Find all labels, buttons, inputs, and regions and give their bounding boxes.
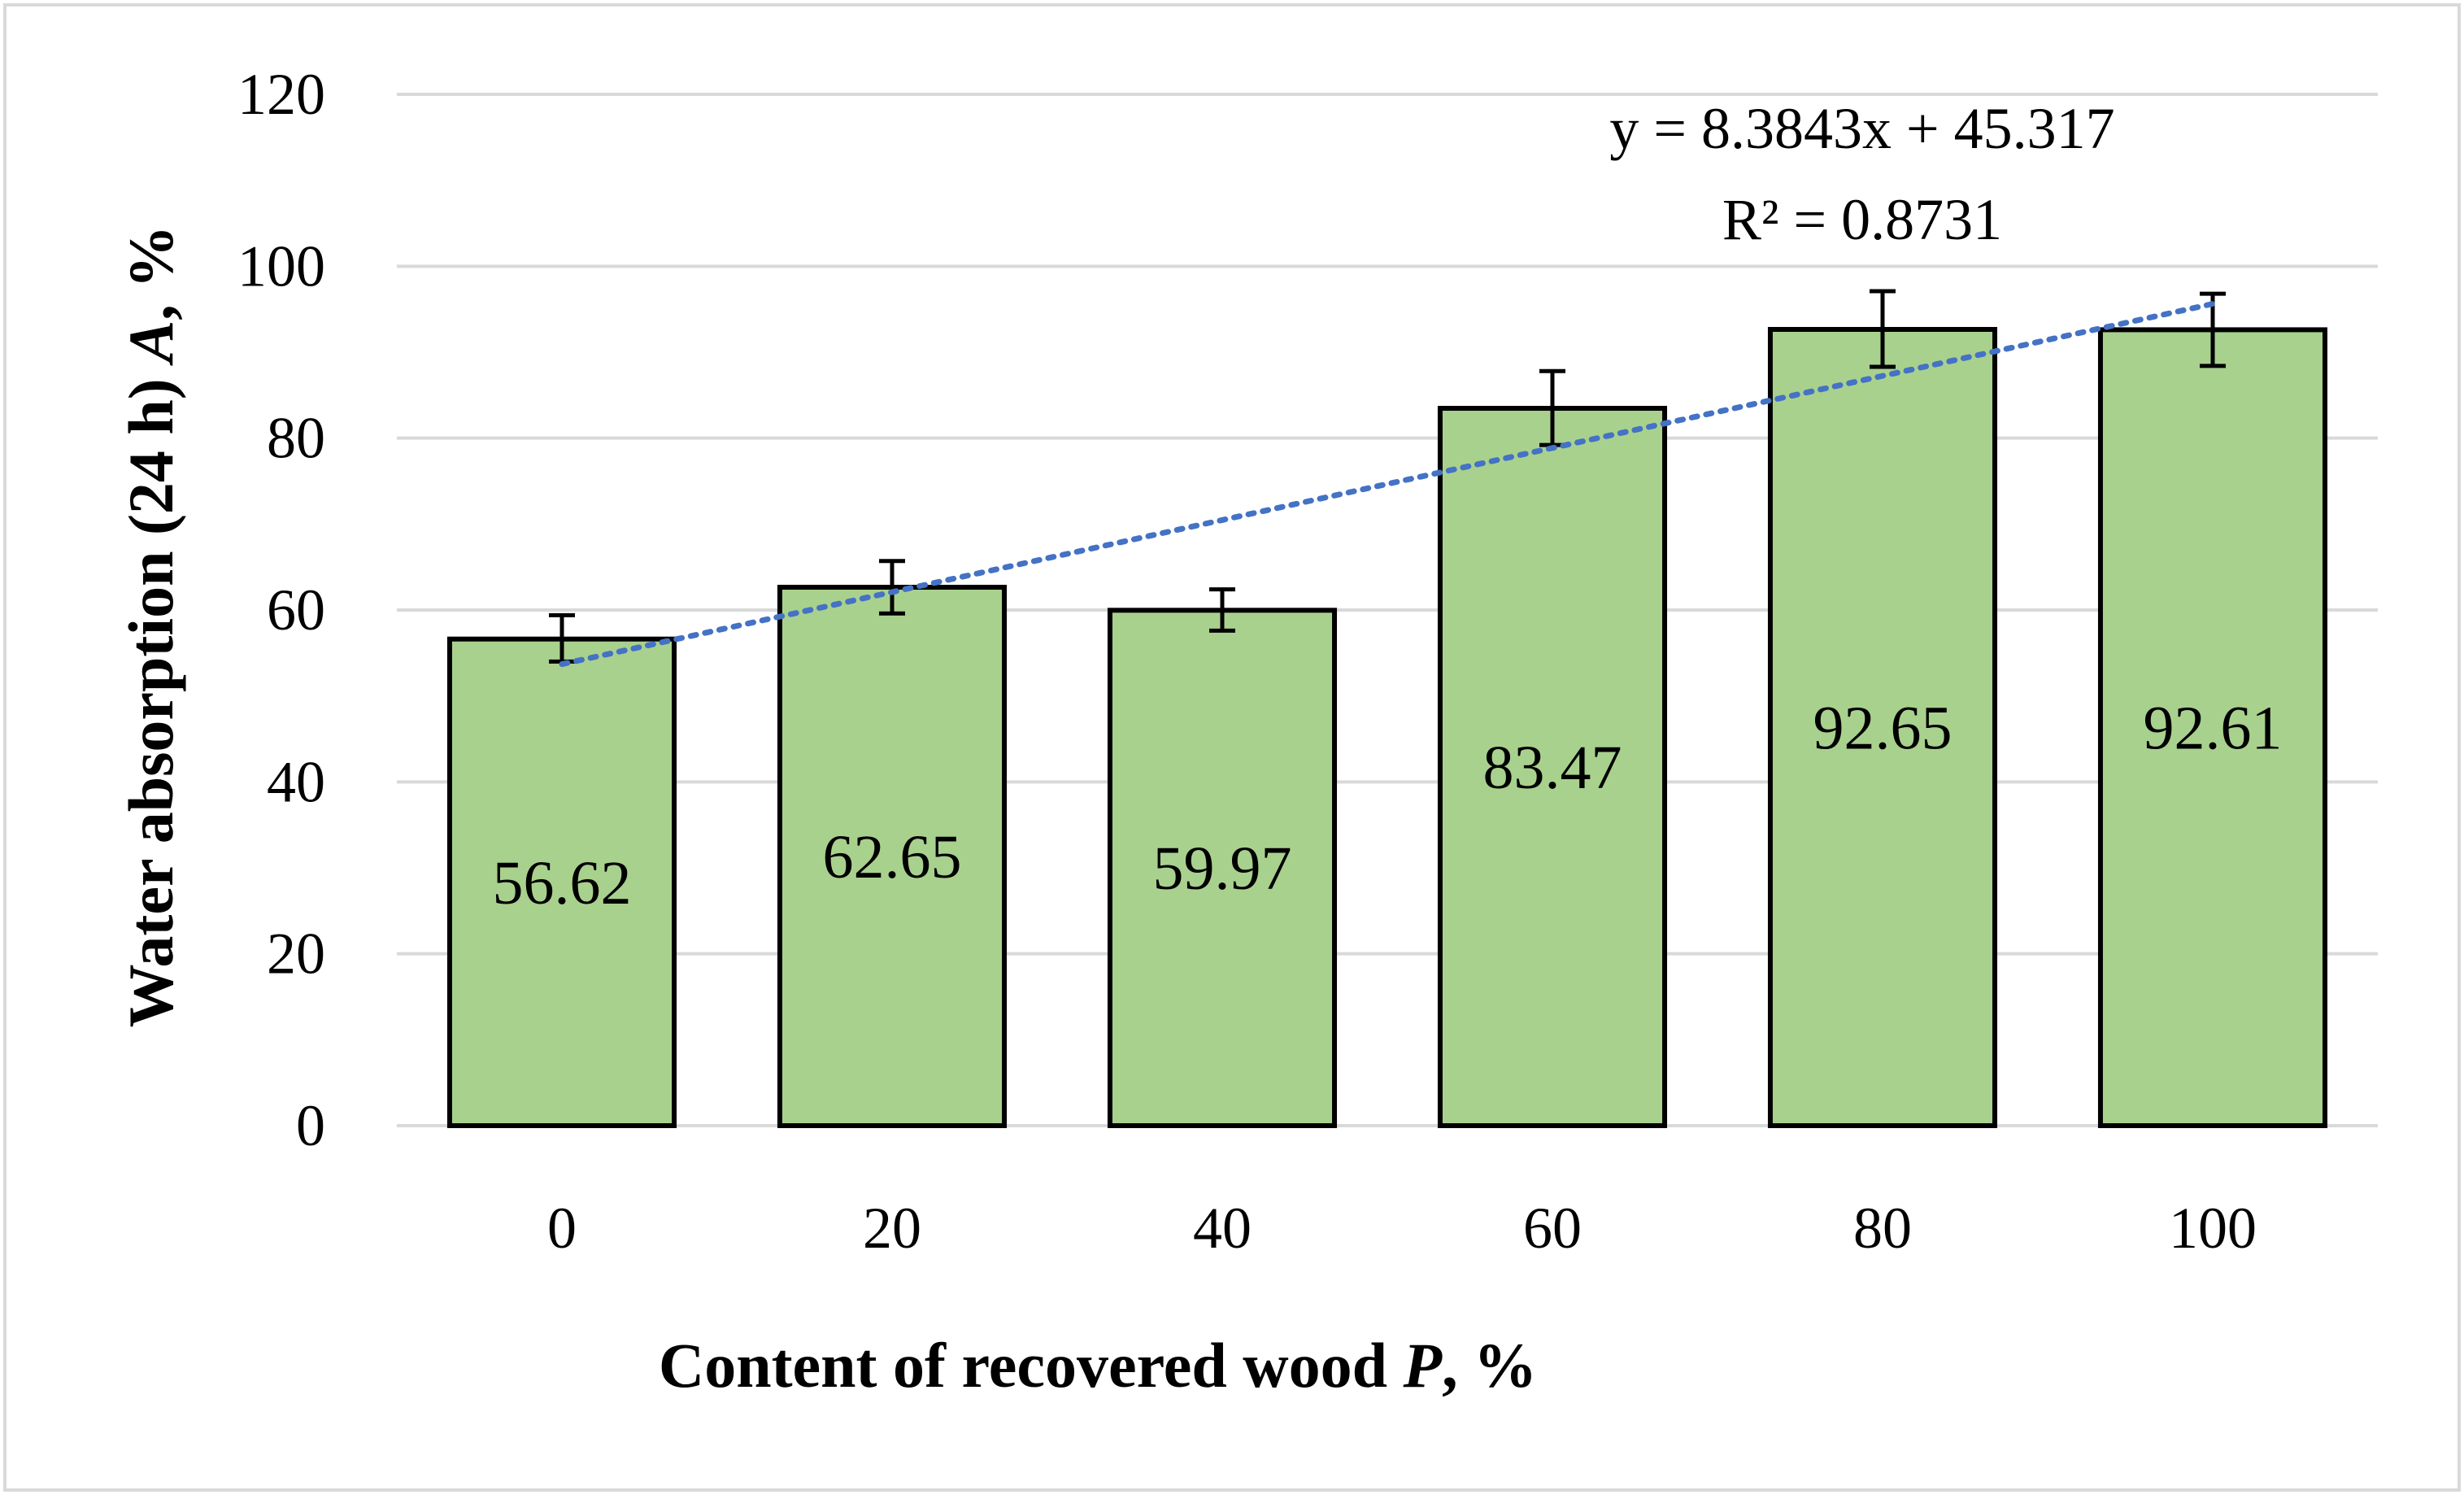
x-tick-label-20: 20 [863, 1196, 921, 1261]
bar-0 [446, 636, 677, 1128]
trendline-r-squared: R² = 0.8731 [1722, 187, 2002, 252]
y-tick-label-60: 60 [267, 577, 325, 643]
y-axis-title-var: A [115, 320, 186, 367]
x-axis-title-var: P [1402, 1330, 1443, 1401]
y-axis-title-main: Water absorption (24 h) [115, 363, 186, 1028]
x-axis-title-main: Content of recovered wood [659, 1330, 1404, 1401]
x-tick-label-100: 100 [2169, 1196, 2257, 1261]
data-label-80: 92.65 [1813, 694, 1952, 762]
y-tick-label-40: 40 [267, 749, 325, 814]
bar-80 [1767, 326, 1998, 1128]
bar-layer [446, 326, 2328, 1129]
trendline-layer [559, 301, 2216, 668]
y-tick-label-0: 0 [296, 1093, 325, 1158]
data-label-0: 56.62 [493, 849, 632, 917]
error-bar-layer [549, 289, 2226, 664]
data-label-60: 83.47 [1483, 734, 1622, 802]
x-tick-label-0: 0 [547, 1196, 577, 1261]
y-tick-label-20: 20 [267, 922, 325, 987]
x-axis-title: Content of recovered wood P, % [659, 1330, 1537, 1401]
data-label-20: 62.65 [823, 823, 962, 891]
bar-40 [1107, 608, 1338, 1128]
y-tick-label-120: 120 [237, 62, 325, 127]
bar-100 [2097, 327, 2328, 1128]
y-axis-title: Water absorption (24 h) A, % [115, 225, 186, 1028]
x-axis-title-unit: , % [1442, 1330, 1537, 1401]
grid-layer [397, 93, 2378, 1127]
data-label-100: 92.61 [2144, 695, 2283, 763]
y-tick-label-80: 80 [267, 406, 325, 471]
trendline [559, 301, 2216, 668]
data-label-40: 59.97 [1153, 834, 1292, 903]
y-axis-title-unit: , % [115, 225, 186, 320]
x-tick-label-60: 60 [1523, 1196, 1582, 1261]
y-tick-label-100: 100 [237, 233, 325, 298]
bar-20 [777, 584, 1008, 1128]
x-tick-label-40: 40 [1193, 1196, 1252, 1261]
bar-60 [1437, 406, 1668, 1129]
x-tick-label-80: 80 [1853, 1196, 1912, 1261]
label-layer: 0 20 40 60 80 100 120 0 20 40 60 80 100 56.62 62.65 59.… [237, 62, 2283, 1261]
trendline-equation: y = 8.3843x + 45.317 [1609, 96, 2114, 161]
